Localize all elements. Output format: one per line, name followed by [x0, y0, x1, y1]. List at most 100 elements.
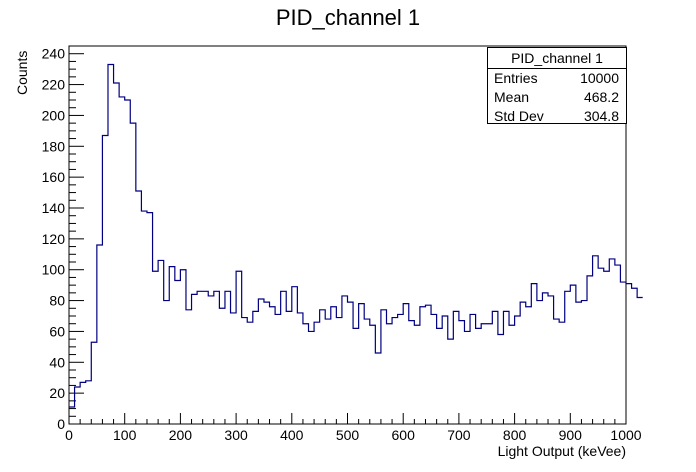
histogram-bin: [398, 314, 404, 424]
histogram-bin: [303, 324, 309, 424]
histogram-bin: [498, 335, 504, 424]
histogram-outline: [69, 63, 643, 408]
histogram-bin: [91, 342, 97, 424]
histogram-bin: [453, 311, 459, 424]
histogram-bin: [386, 324, 392, 424]
histogram-bin: [353, 328, 359, 424]
histogram-bin: [236, 271, 242, 424]
histogram-bin: [364, 319, 370, 424]
x-tick-label: 500: [336, 427, 360, 443]
histogram-bin: [492, 311, 498, 424]
histogram-bin: [615, 265, 621, 424]
histogram-bin: [509, 325, 515, 424]
y-tick-label: 220: [42, 77, 66, 93]
histogram-bin: [464, 331, 470, 424]
y-axis-label: Counts: [14, 50, 30, 95]
histogram-bin: [108, 65, 114, 424]
histogram-bin: [381, 310, 387, 424]
histogram-bin: [314, 322, 320, 424]
y-tick-label: 100: [42, 262, 66, 278]
histogram-bin: [359, 304, 365, 424]
histogram-bin: [219, 308, 225, 424]
histogram-bin: [270, 307, 276, 424]
histogram-bin: [264, 302, 270, 424]
histogram-bin: [559, 322, 565, 424]
stats-label: Entries: [494, 70, 538, 86]
histogram-bin: [348, 302, 354, 424]
histogram-bin: [587, 276, 593, 424]
histogram-bin: [158, 260, 164, 424]
histogram-bin: [437, 328, 443, 424]
histogram-bin: [225, 291, 231, 424]
y-tick-label: 200: [42, 107, 66, 123]
histogram-bin: [414, 325, 420, 424]
histogram-bin: [481, 324, 487, 424]
stats-label: Mean: [494, 89, 530, 105]
histogram-bin: [531, 284, 537, 424]
histogram-bin: [409, 321, 415, 424]
histogram-bin: [69, 407, 75, 424]
histogram-bin: [247, 322, 253, 424]
histogram-bin: [125, 100, 131, 424]
stats-box-title: PID_channel 1: [488, 48, 626, 69]
histogram-bin: [375, 353, 381, 424]
histogram-bin: [548, 296, 554, 424]
histogram-bin: [80, 382, 86, 424]
histogram-bin: [253, 311, 259, 424]
stats-value: 10000: [580, 70, 619, 86]
histogram-bin: [403, 304, 409, 424]
histogram-bin: [242, 318, 248, 424]
histogram-bin: [292, 287, 298, 424]
y-tick-label: 40: [49, 354, 65, 370]
histogram-bin: [431, 314, 437, 424]
x-tick-label: 800: [503, 427, 527, 443]
y-tick-label: 20: [49, 385, 65, 401]
histogram-bin: [86, 381, 92, 424]
histogram-bin: [141, 211, 147, 424]
x-axis-label: Light Output (keVee): [497, 443, 626, 459]
histogram-bin: [554, 319, 560, 424]
y-tick-label: 80: [49, 293, 65, 309]
histogram-bin: [637, 297, 643, 424]
histogram-bin: [192, 294, 198, 424]
histogram-bin: [75, 387, 81, 424]
histogram-bin: [258, 299, 264, 424]
histogram-bin: [214, 291, 220, 424]
histogram-bin: [632, 288, 638, 424]
histogram-bin: [281, 291, 287, 424]
histogram-bin: [119, 97, 125, 424]
histogram-bin: [370, 325, 376, 424]
histogram-bin: [114, 83, 120, 424]
histogram-bin: [581, 301, 587, 424]
histogram-bin: [147, 213, 153, 424]
stats-label: Std Dev: [494, 108, 544, 124]
histogram-bin: [620, 282, 626, 424]
y-tick-label: 180: [42, 138, 66, 154]
stats-value: 468.2: [583, 89, 619, 105]
histogram-bin: [197, 291, 203, 424]
x-tick-label: 900: [559, 427, 583, 443]
histogram-bin: [520, 302, 526, 424]
x-tick-label: 200: [169, 427, 193, 443]
histogram-bin: [180, 270, 186, 424]
histogram-bin: [598, 268, 604, 424]
histogram-bin: [203, 291, 209, 424]
histogram-bin: [286, 311, 292, 424]
histogram-bin: [459, 321, 465, 424]
stats-row-stddev: Std Dev 304.8: [488, 107, 626, 126]
y-tick-label: 0: [57, 416, 65, 432]
histogram-bin: [537, 301, 543, 424]
histogram-bin: [275, 314, 281, 424]
histogram-bin: [231, 313, 237, 424]
stats-row-mean: Mean 468.2: [488, 88, 626, 107]
histogram-bin: [425, 305, 431, 424]
y-tick-label: 160: [42, 169, 66, 185]
y-tick-label: 120: [42, 231, 66, 247]
histogram-bin: [609, 259, 615, 424]
histogram-bin: [320, 310, 326, 424]
x-tick-label: 300: [224, 427, 248, 443]
stats-value: 304.8: [583, 108, 619, 124]
histogram-bin: [476, 328, 482, 424]
histogram-bin: [570, 285, 576, 424]
